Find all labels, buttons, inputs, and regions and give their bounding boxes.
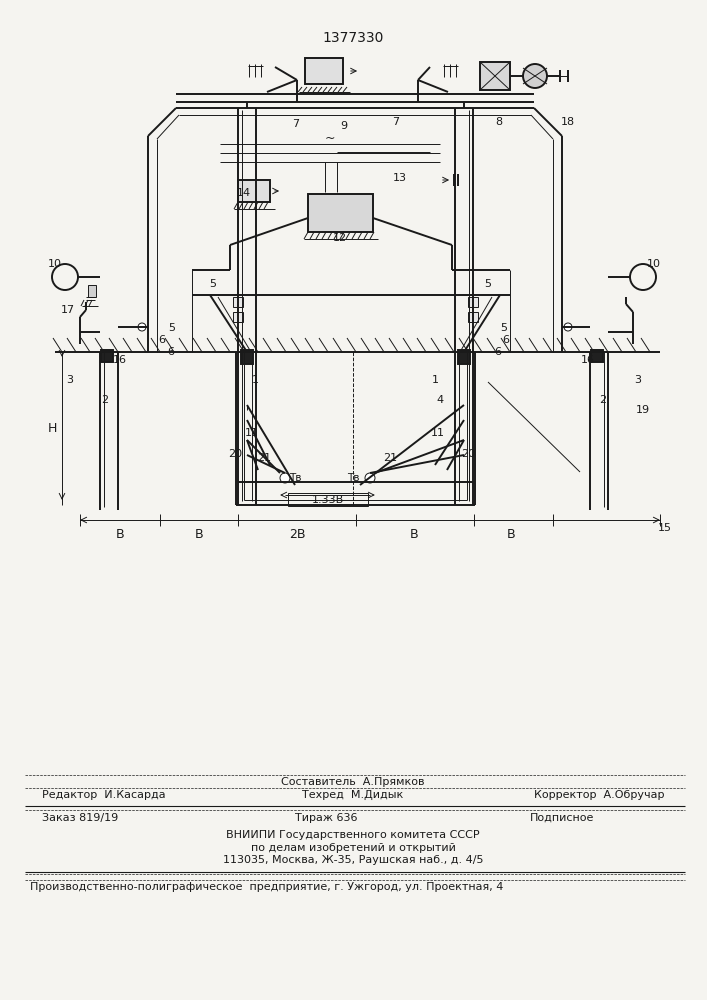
Circle shape bbox=[523, 64, 547, 88]
Text: 21: 21 bbox=[257, 453, 271, 463]
Text: H: H bbox=[47, 422, 57, 436]
Text: 2: 2 bbox=[101, 395, 109, 405]
Bar bbox=[101, 350, 113, 362]
Text: 3: 3 bbox=[634, 375, 641, 385]
Text: 21: 21 bbox=[383, 453, 397, 463]
Bar bbox=[288, 493, 368, 506]
Text: B: B bbox=[507, 528, 515, 540]
Text: 6: 6 bbox=[503, 335, 510, 345]
Text: B: B bbox=[409, 528, 419, 540]
Text: Tв: Tв bbox=[288, 473, 301, 483]
Text: 1377330: 1377330 bbox=[322, 31, 384, 45]
Text: по делам изобретений и открытий: по делам изобретений и открытий bbox=[250, 843, 455, 853]
Text: 10: 10 bbox=[48, 259, 62, 269]
Text: 20: 20 bbox=[228, 449, 242, 459]
Circle shape bbox=[138, 323, 146, 331]
Text: Заказ 819/19: Заказ 819/19 bbox=[42, 813, 118, 823]
Text: 113035, Москва, Ж-35, Раушская наб., д. 4/5: 113035, Москва, Ж-35, Раушская наб., д. … bbox=[223, 855, 484, 865]
Text: B: B bbox=[116, 528, 124, 540]
Text: 8: 8 bbox=[496, 117, 503, 127]
Text: Техред  М.Дидык: Техред М.Дидык bbox=[303, 790, 404, 800]
Bar bbox=[241, 350, 253, 364]
Text: 5: 5 bbox=[168, 323, 175, 333]
Text: 1: 1 bbox=[431, 375, 438, 385]
Circle shape bbox=[365, 473, 375, 483]
Text: 6: 6 bbox=[168, 347, 175, 357]
Text: Производственно-полиграфическое  предприятие, г. Ужгород, ул. Проектная, 4: Производственно-полиграфическое предприя… bbox=[30, 882, 503, 892]
Text: ~: ~ bbox=[325, 131, 335, 144]
Text: 20: 20 bbox=[461, 449, 475, 459]
Text: Составитель  А.Прямков: Составитель А.Прямков bbox=[281, 777, 425, 787]
Text: Подписное: Подписное bbox=[530, 813, 595, 823]
Text: 11: 11 bbox=[245, 428, 259, 438]
Text: 1: 1 bbox=[252, 375, 259, 385]
Text: 4: 4 bbox=[436, 395, 443, 405]
Circle shape bbox=[564, 323, 572, 331]
Text: 17: 17 bbox=[61, 305, 75, 315]
Text: Корректор  А.Обручар: Корректор А.Обручар bbox=[534, 790, 665, 800]
Text: 10: 10 bbox=[647, 259, 661, 269]
Bar bbox=[88, 285, 96, 297]
Text: 7: 7 bbox=[392, 117, 399, 127]
Text: 5: 5 bbox=[484, 279, 491, 289]
Text: B: B bbox=[194, 528, 204, 540]
Text: 15: 15 bbox=[658, 523, 672, 533]
Text: Tв: Tв bbox=[348, 473, 360, 483]
Text: 1.33B: 1.33B bbox=[312, 495, 344, 505]
Bar bbox=[480, 62, 510, 90]
Bar bbox=[458, 350, 470, 364]
Text: 19: 19 bbox=[636, 405, 650, 415]
Bar bbox=[305, 58, 343, 84]
Text: 11: 11 bbox=[431, 428, 445, 438]
Text: 5: 5 bbox=[501, 323, 508, 333]
Text: 2B: 2B bbox=[288, 528, 305, 540]
Bar bbox=[308, 194, 373, 232]
Text: 16: 16 bbox=[581, 355, 595, 365]
Text: 2: 2 bbox=[600, 395, 607, 405]
Bar bbox=[468, 312, 478, 322]
Text: 16: 16 bbox=[113, 355, 127, 365]
Bar bbox=[591, 350, 603, 362]
Text: 5: 5 bbox=[209, 279, 216, 289]
Text: 13: 13 bbox=[393, 173, 407, 183]
Text: Тираж 636: Тираж 636 bbox=[295, 813, 358, 823]
Text: 14: 14 bbox=[237, 188, 251, 198]
Bar bbox=[233, 312, 243, 322]
Bar bbox=[238, 180, 270, 202]
Text: 12: 12 bbox=[333, 233, 347, 243]
Text: ВНИИПИ Государственного комитета СССР: ВНИИПИ Государственного комитета СССР bbox=[226, 830, 480, 840]
Text: 3: 3 bbox=[66, 375, 74, 385]
Circle shape bbox=[280, 473, 290, 483]
Text: 6: 6 bbox=[494, 347, 501, 357]
Bar bbox=[233, 297, 243, 307]
Text: 18: 18 bbox=[561, 117, 575, 127]
Bar bbox=[468, 297, 478, 307]
Text: Редактор  И.Касарда: Редактор И.Касарда bbox=[42, 790, 165, 800]
Text: 6: 6 bbox=[158, 335, 165, 345]
Text: 9: 9 bbox=[341, 121, 348, 131]
Text: 7: 7 bbox=[293, 119, 300, 129]
